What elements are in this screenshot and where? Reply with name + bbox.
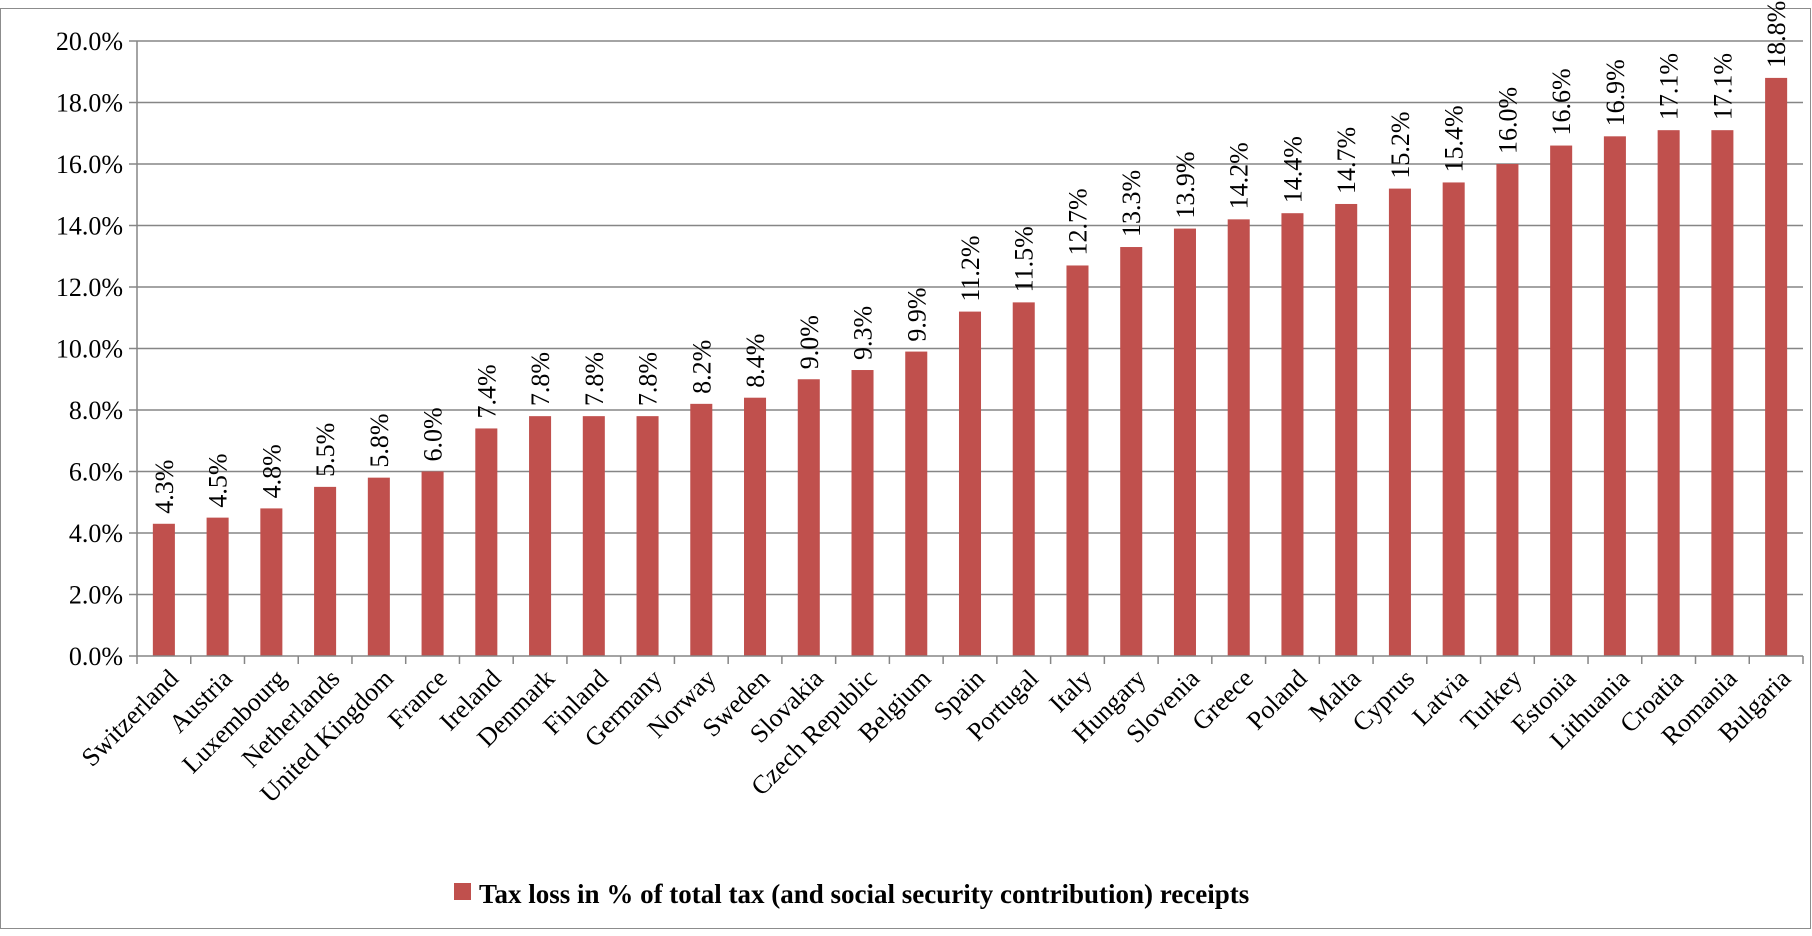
- bar: [851, 370, 874, 656]
- bar: [797, 379, 820, 656]
- bar: [958, 311, 982, 656]
- data-label: 13.3%: [1117, 170, 1146, 237]
- data-label: 6.0%: [419, 407, 448, 461]
- data-label: 11.2%: [956, 235, 985, 301]
- bar: [1603, 136, 1626, 656]
- bar: [636, 416, 659, 656]
- data-label: 8.2%: [687, 340, 716, 394]
- gridlines: [137, 40, 1803, 596]
- data-label: 16.0%: [1493, 87, 1522, 154]
- data-label: 17.1%: [1655, 53, 1684, 120]
- bar: [1550, 145, 1573, 657]
- bar: [475, 428, 498, 656]
- y-tick-label: 12.0%: [56, 273, 123, 302]
- bar: [367, 477, 390, 656]
- bar: [1120, 247, 1143, 656]
- bar: [1227, 219, 1250, 656]
- data-label: 8.4%: [741, 334, 770, 388]
- data-label: 15.4%: [1440, 105, 1469, 172]
- y-tick-label: 0.0%: [69, 642, 123, 671]
- data-label: 11.5%: [1010, 226, 1039, 292]
- bar: [905, 351, 928, 656]
- bar: [744, 397, 767, 656]
- bar: [314, 486, 337, 656]
- data-label: 9.9%: [902, 287, 931, 341]
- data-label: 7.8%: [580, 352, 609, 406]
- y-tick-label: 16.0%: [56, 150, 123, 179]
- data-label: 4.3%: [150, 460, 179, 514]
- bar: [1442, 182, 1465, 656]
- bar: [690, 403, 713, 656]
- data-labels: 4.3% 4.5% 4.8% 5.5% 5.8% 6.0% 7.4% 7.8% 7.8% 7.8%…: [150, 1, 1791, 514]
- y-tick-label: 14.0%: [56, 212, 123, 241]
- bar: [1173, 228, 1196, 656]
- legend-label: Tax loss in % of total tax (and social s…: [479, 879, 1249, 909]
- y-tick-label: 2.0%: [69, 581, 123, 610]
- data-label: 4.8%: [257, 444, 286, 498]
- y-tick-label: 20.0%: [56, 27, 123, 56]
- data-label: 4.5%: [204, 453, 233, 507]
- data-label: 12.7%: [1063, 188, 1092, 255]
- data-label: 9.3%: [849, 306, 878, 360]
- data-label: 14.4%: [1278, 136, 1307, 203]
- data-label: 14.2%: [1225, 142, 1254, 209]
- bars: [152, 77, 1788, 657]
- bar: [1657, 130, 1680, 657]
- bar: [1281, 213, 1304, 656]
- bar: [1765, 77, 1788, 656]
- bar: [1066, 265, 1089, 656]
- axes: [136, 41, 1803, 657]
- y-axis-ticks: 0.0% 2.0% 4.0% 6.0% 8.0% 10.0% 12.0% 14.0% 16.0%…: [56, 27, 137, 671]
- y-tick-label: 4.0%: [69, 519, 123, 548]
- bar: [260, 508, 283, 656]
- data-label: 5.5%: [311, 423, 340, 477]
- legend-swatch: [454, 883, 471, 900]
- bar: [529, 416, 552, 656]
- data-label: 15.2%: [1386, 111, 1415, 178]
- y-tick-label: 10.0%: [56, 335, 123, 364]
- data-label: 7.4%: [472, 364, 501, 418]
- data-label: 13.9%: [1171, 151, 1200, 218]
- bar: [1335, 203, 1358, 656]
- data-label: 16.9%: [1601, 59, 1630, 126]
- data-label: 14.7%: [1332, 127, 1361, 194]
- bar: [1496, 164, 1519, 656]
- data-label: 7.8%: [634, 352, 663, 406]
- data-label: 5.8%: [365, 413, 394, 467]
- data-label: 9.0%: [795, 315, 824, 369]
- data-label: 7.8%: [526, 352, 555, 406]
- data-label: 17.1%: [1708, 53, 1737, 120]
- bar: [152, 523, 175, 656]
- bar: [421, 471, 444, 656]
- y-tick-label: 8.0%: [69, 396, 123, 425]
- bar: [582, 416, 605, 656]
- data-label: 16.6%: [1547, 68, 1576, 135]
- y-tick-label: 6.0%: [69, 458, 123, 487]
- y-tick-label: 18.0%: [56, 89, 123, 118]
- bar: [1711, 130, 1734, 657]
- legend: Tax loss in % of total tax (and social s…: [454, 879, 1249, 909]
- bar: [1012, 302, 1035, 656]
- bar: [206, 517, 229, 656]
- bar: [1388, 188, 1411, 656]
- data-label: 18.8%: [1762, 1, 1791, 68]
